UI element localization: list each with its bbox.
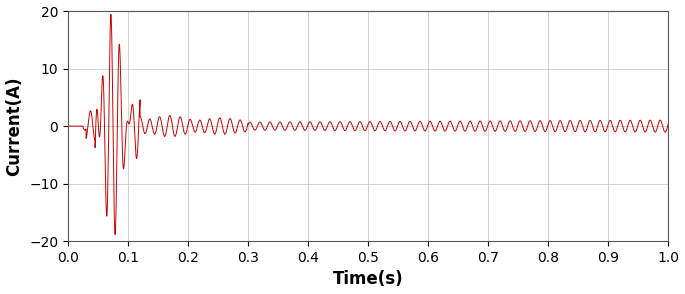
Y-axis label: Current(A): Current(A) — [5, 76, 23, 176]
X-axis label: Time(s): Time(s) — [333, 270, 403, 288]
